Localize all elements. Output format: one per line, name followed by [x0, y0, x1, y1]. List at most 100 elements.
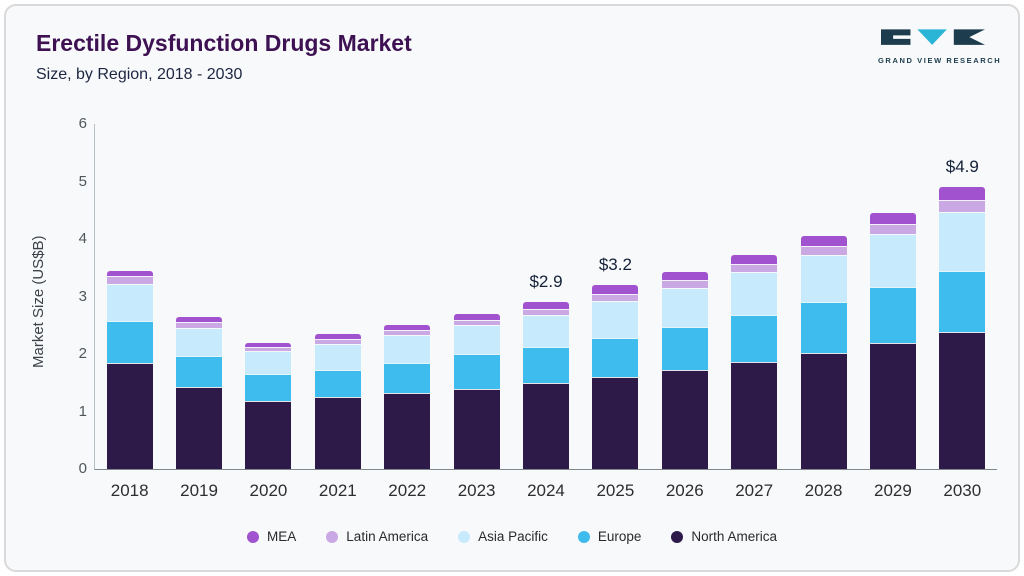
legend-item: Asia Pacific [458, 529, 548, 544]
bar-segment [800, 236, 847, 246]
bar-segment [731, 263, 778, 273]
bar-segment [869, 234, 916, 287]
y-tick-label: 0 [78, 460, 87, 477]
x-tick-label: 2024 [527, 481, 565, 500]
bar-2030 [939, 187, 986, 469]
legend-label: Latin America [346, 529, 429, 544]
bar-2022 [384, 325, 431, 469]
x-tick-label: 2023 [457, 481, 496, 500]
bar-2027 [731, 255, 778, 469]
bar-segment [661, 326, 708, 370]
y-tick-label: 6 [78, 115, 87, 132]
bar-segment [176, 316, 223, 323]
bar-segment [453, 388, 500, 469]
legend-label: Europe [597, 529, 642, 544]
bar-2020 [245, 342, 292, 469]
legend-item: Europe [577, 529, 642, 544]
x-tick-label: 2018 [110, 481, 149, 500]
bar-segment [106, 270, 153, 277]
bar-segment [314, 370, 361, 398]
legend-item: Latin America [326, 529, 428, 544]
bar-segment [245, 374, 292, 402]
bar-segment [453, 319, 500, 326]
bar-2024 [523, 302, 569, 469]
x-tick-label: 2026 [665, 481, 704, 500]
x-tick-label: 2025 [596, 481, 635, 500]
bar-segment [453, 313, 500, 320]
bar-segment [869, 213, 916, 224]
y-tick-label: 2 [78, 345, 87, 362]
bar-segment [731, 314, 778, 363]
bar-value-label: $2.9 [529, 272, 563, 292]
legend-swatch [671, 530, 684, 543]
x-tick-label: 2022 [388, 481, 427, 500]
bar-segment [939, 270, 986, 333]
legend-item: North America [671, 529, 777, 544]
bar-segment [453, 325, 500, 354]
plot-area: 0 1 2 3 4 5 6 2018 2019 2020 2021 2022 2023 2024 2025 2… [79, 115, 997, 500]
bar-segment [800, 302, 847, 353]
bar-segment [592, 377, 639, 469]
y-tick-label: 4 [78, 230, 87, 247]
bar-segment [245, 347, 292, 352]
bar-segment [869, 286, 916, 343]
y-tick-label: 5 [78, 172, 87, 190]
brand-logo: GRAND VIEW RESEARCH [878, 28, 1002, 65]
bar-segment [106, 321, 153, 363]
legend-label: MEA [267, 529, 297, 544]
bar-segment [314, 397, 361, 469]
bar-2021 [314, 333, 361, 469]
bar-segment [314, 333, 361, 340]
bar-2026 [661, 272, 708, 469]
bar-segment [245, 351, 292, 375]
bar-segment [106, 276, 153, 284]
x-tick-label: 2020 [249, 481, 288, 500]
bar-segment [453, 354, 500, 389]
chart-subtitle: Size, by Region, 2018 - 2030 [36, 66, 243, 83]
bar-segment [661, 369, 708, 469]
x-tick-label: 2029 [873, 481, 912, 500]
bar-2025 [592, 285, 639, 469]
bar-segment [245, 342, 292, 348]
bar-segment [800, 255, 847, 303]
bar-segment [384, 393, 431, 469]
bar-2018 [106, 270, 153, 469]
bar-segment [384, 325, 431, 330]
bar-segment [176, 322, 223, 329]
y-axis-label: Market Size (US$B) [30, 235, 47, 368]
bar-value-label: $3.2 [598, 255, 632, 274]
bar-segment [106, 283, 153, 322]
bar-segment [384, 335, 431, 363]
bar-value-label: $4.9 [945, 157, 979, 177]
bar-segment [661, 280, 708, 288]
bar-segment [592, 300, 639, 338]
bar-segment [176, 355, 223, 388]
legend-swatch [577, 530, 590, 543]
x-tick-label: 2021 [318, 481, 357, 500]
bar-segment [523, 302, 569, 309]
x-tick-label: 2027 [735, 481, 774, 500]
legend: MEA Latin America Asia Pacific Europe North … [6, 529, 1018, 544]
chart-card: Erectile Dysfunction Drugs Market Size, … [4, 4, 1020, 572]
x-tick-label: 2030 [943, 481, 982, 500]
bar-segment [523, 382, 569, 469]
bar-segment [523, 308, 569, 315]
legend-label: North America [691, 529, 777, 544]
x-tick-label: 2028 [804, 481, 843, 500]
legend-swatch [326, 530, 339, 543]
legend-swatch [458, 530, 471, 543]
bar-segment [523, 314, 569, 348]
bar-segment [731, 362, 778, 469]
y-tick-label: 1 [78, 402, 87, 420]
bar-segment [384, 329, 431, 336]
bar-segment [939, 332, 986, 469]
legend-item: MEA [247, 529, 296, 544]
brand-logo-text: GRAND VIEW RESEARCH [878, 56, 1002, 65]
bar-segment [661, 272, 708, 281]
bar-segment [731, 272, 778, 315]
bar-segment [245, 401, 292, 469]
bar-segment [869, 342, 916, 469]
bar-segment [939, 212, 986, 271]
bar-segment [592, 337, 639, 377]
bar-2019 [176, 316, 223, 469]
